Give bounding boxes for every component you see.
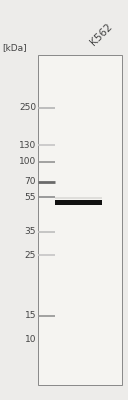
Text: 100: 100 bbox=[19, 158, 36, 166]
Text: 55: 55 bbox=[24, 192, 36, 202]
Text: 70: 70 bbox=[24, 178, 36, 186]
Bar bbox=[38, 55, 122, 385]
Text: 10: 10 bbox=[24, 336, 36, 344]
Text: 250: 250 bbox=[19, 104, 36, 112]
Text: 130: 130 bbox=[19, 140, 36, 150]
Text: [kDa]: [kDa] bbox=[2, 43, 27, 52]
Bar bbox=[55, 196, 102, 199]
Text: 25: 25 bbox=[25, 250, 36, 260]
Bar bbox=[55, 202, 102, 205]
Bar bbox=[55, 200, 102, 204]
Text: K562: K562 bbox=[88, 21, 114, 47]
Text: 35: 35 bbox=[24, 228, 36, 236]
Text: 15: 15 bbox=[24, 312, 36, 320]
